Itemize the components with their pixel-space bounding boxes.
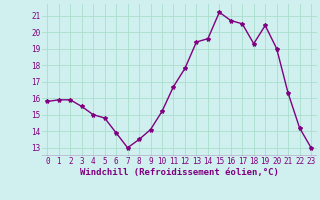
X-axis label: Windchill (Refroidissement éolien,°C): Windchill (Refroidissement éolien,°C) xyxy=(80,168,279,177)
